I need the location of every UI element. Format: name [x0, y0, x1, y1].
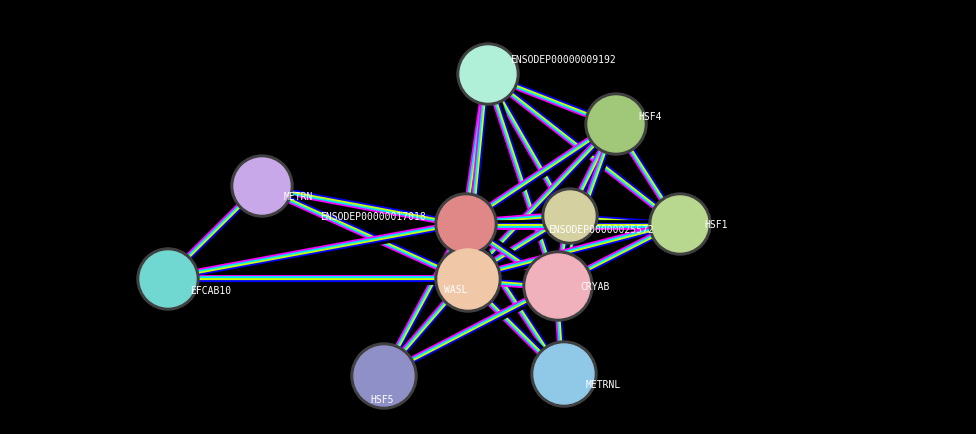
Text: WASL: WASL	[444, 284, 468, 294]
Circle shape	[354, 346, 414, 406]
Circle shape	[652, 197, 708, 253]
Circle shape	[588, 97, 644, 153]
Circle shape	[351, 343, 417, 409]
Circle shape	[137, 248, 199, 310]
Circle shape	[649, 194, 711, 256]
Text: HSF1: HSF1	[704, 220, 727, 230]
Circle shape	[438, 197, 494, 253]
Circle shape	[534, 344, 594, 404]
Circle shape	[542, 188, 598, 244]
Circle shape	[457, 44, 519, 106]
Circle shape	[231, 156, 293, 217]
Circle shape	[531, 341, 597, 407]
Text: ENSODEP00000017018: ENSODEP00000017018	[320, 211, 426, 221]
Text: HSF4: HSF4	[638, 112, 662, 122]
Circle shape	[234, 159, 290, 214]
Text: ENSODEP00000025572: ENSODEP00000025572	[548, 224, 654, 234]
Text: EFCAB10: EFCAB10	[190, 285, 231, 295]
Circle shape	[526, 254, 590, 318]
Text: CRYAB: CRYAB	[580, 281, 609, 291]
Circle shape	[140, 251, 196, 307]
Circle shape	[585, 94, 647, 156]
Text: METRN: METRN	[284, 191, 313, 201]
Text: METRNL: METRNL	[586, 379, 622, 389]
Circle shape	[523, 251, 593, 321]
Text: ENSODEP00000009192: ENSODEP00000009192	[510, 55, 616, 65]
Circle shape	[460, 47, 516, 103]
Circle shape	[435, 194, 497, 256]
Circle shape	[545, 191, 595, 241]
Text: HSF5: HSF5	[370, 394, 393, 404]
Circle shape	[438, 250, 498, 309]
Circle shape	[435, 247, 501, 312]
